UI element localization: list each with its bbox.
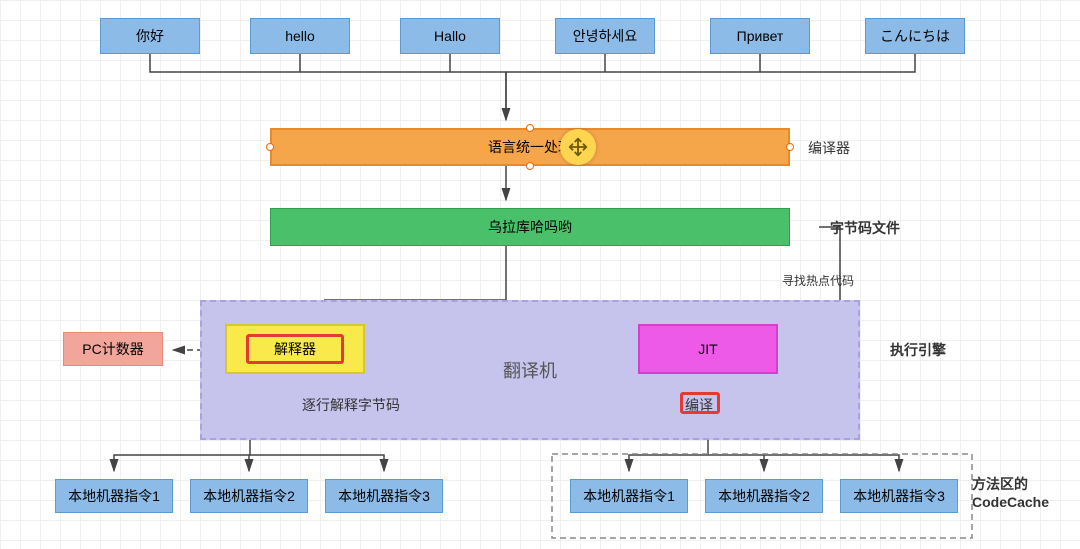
node-lang-zh[interactable]: 你好: [100, 18, 200, 54]
node-lang-ja[interactable]: こんにちは: [865, 18, 965, 54]
node-label: こんにちは: [880, 26, 950, 46]
node-language-processor[interactable]: 语言统一处理: [270, 128, 790, 166]
node-label: 本地机器指令2: [203, 486, 295, 506]
node-label: hello: [285, 28, 315, 44]
node-label: 乌拉库哈吗哟: [488, 217, 572, 237]
label-codecache: 方法区的CodeCache: [972, 475, 1049, 511]
node-bytecode-source[interactable]: 乌拉库哈吗哟: [270, 208, 790, 246]
label-hotspot: 寻找热点代码: [782, 272, 854, 289]
node-lang-ru[interactable]: Привет: [710, 18, 810, 54]
node-jit[interactable]: JIT: [638, 324, 778, 374]
edges-layer: [0, 0, 1080, 549]
node-cache-instr-2[interactable]: 本地机器指令2: [705, 479, 823, 513]
selection-handle[interactable]: [526, 162, 534, 170]
node-lang-ko[interactable]: 안녕하세요: [555, 18, 655, 54]
label-bytecode: 字节码文件: [830, 218, 900, 238]
node-local-instr-2[interactable]: 本地机器指令2: [190, 479, 308, 513]
move-handle-icon[interactable]: [560, 129, 596, 165]
node-local-instr-1[interactable]: 本地机器指令1: [55, 479, 173, 513]
node-label: 你好: [136, 26, 164, 46]
node-cache-instr-3[interactable]: 本地机器指令3: [840, 479, 958, 513]
node-local-instr-3[interactable]: 本地机器指令3: [325, 479, 443, 513]
highlight-compile: [680, 392, 720, 414]
node-lang-de[interactable]: Hallo: [400, 18, 500, 54]
node-label: 本地机器指令1: [583, 486, 675, 506]
node-label: Hallo: [434, 28, 466, 44]
label-compiler: 编译器: [808, 138, 850, 158]
node-label: 안녕하세요: [573, 26, 637, 46]
node-label: 本地机器指令2: [718, 486, 810, 506]
selection-handle[interactable]: [526, 124, 534, 132]
translator-label: 翻译机: [503, 357, 557, 383]
selection-handle[interactable]: [786, 143, 794, 151]
node-label: 本地机器指令3: [853, 486, 945, 506]
selection-handle[interactable]: [266, 143, 274, 151]
node-label: 本地机器指令1: [68, 486, 160, 506]
node-label: 本地机器指令3: [338, 486, 430, 506]
node-label: Привет: [737, 28, 784, 44]
label-interpret-note: 逐行解释字节码: [302, 395, 400, 415]
node-label: JIT: [698, 341, 717, 357]
label-exec-engine: 执行引擎: [890, 340, 946, 360]
node-lang-en[interactable]: hello: [250, 18, 350, 54]
highlight-interpreter: [246, 334, 344, 364]
node-label: PC计数器: [82, 339, 143, 359]
node-pc-counter[interactable]: PC计数器: [63, 332, 163, 366]
node-cache-instr-1[interactable]: 本地机器指令1: [570, 479, 688, 513]
